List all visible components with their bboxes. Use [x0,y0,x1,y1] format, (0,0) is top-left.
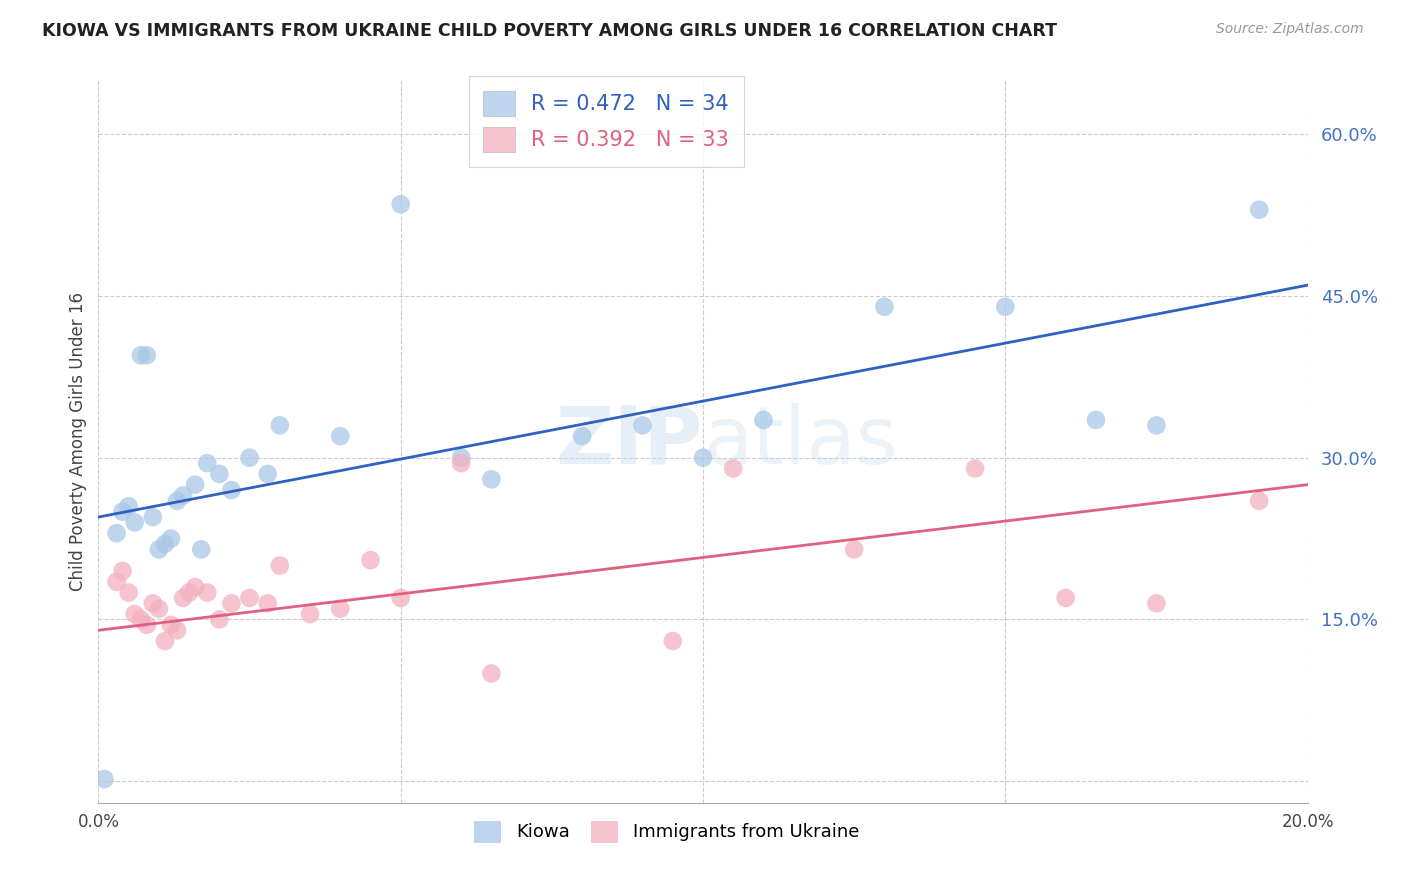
Point [129,612,152,626]
Point [329,429,352,443]
Point [752,413,775,427]
Point [844,542,866,557]
Point [389,197,412,211]
Point [184,477,207,491]
Point [1144,596,1167,610]
Point [450,456,472,470]
Point [93,772,115,786]
Point [153,634,176,648]
Point [208,612,231,626]
Point [160,532,183,546]
Point [195,585,218,599]
Point [135,348,157,362]
Point [994,300,1017,314]
Point [184,580,207,594]
Text: atlas: atlas [703,402,897,481]
Point [118,585,141,599]
Point [111,505,134,519]
Point [172,488,194,502]
Point [166,493,188,508]
Point [481,666,503,681]
Point [1249,202,1271,217]
Point [269,418,291,433]
Point [129,348,152,362]
Point [142,596,165,610]
Point [692,450,714,465]
Point [299,607,322,621]
Point [153,537,176,551]
Point [148,601,170,615]
Legend: Kiowa, Immigrants from Ukraine: Kiowa, Immigrants from Ukraine [465,812,868,852]
Text: KIOWA VS IMMIGRANTS FROM UKRAINE CHILD POVERTY AMONG GIRLS UNDER 16 CORRELATION : KIOWA VS IMMIGRANTS FROM UKRAINE CHILD P… [42,22,1057,40]
Point [239,591,262,605]
Point [1085,413,1108,427]
Point [389,591,412,605]
Point [221,596,243,610]
Point [239,450,262,465]
Point [965,461,987,475]
Point [148,542,170,557]
Point [481,472,503,486]
Point [190,542,212,557]
Point [873,300,896,314]
Point [450,450,472,465]
Point [360,553,382,567]
Point [172,591,194,605]
Point [1144,418,1167,433]
Point [631,418,654,433]
Point [208,467,231,481]
Point [142,510,165,524]
Point [124,516,146,530]
Point [1054,591,1077,605]
Point [179,585,201,599]
Point [160,618,183,632]
Point [166,624,188,638]
Point [118,500,141,514]
Y-axis label: Child Poverty Among Girls Under 16: Child Poverty Among Girls Under 16 [69,292,87,591]
Point [221,483,243,497]
Text: ZIP: ZIP [555,402,703,481]
Point [269,558,291,573]
Point [1249,493,1271,508]
Point [329,601,352,615]
Point [256,467,278,481]
Point [124,607,146,621]
Point [135,618,157,632]
Point [661,634,683,648]
Point [723,461,745,475]
Point [195,456,218,470]
Point [256,596,278,610]
Point [571,429,593,443]
Text: Source: ZipAtlas.com: Source: ZipAtlas.com [1216,22,1364,37]
Point [105,574,128,589]
Point [105,526,128,541]
Point [111,564,134,578]
